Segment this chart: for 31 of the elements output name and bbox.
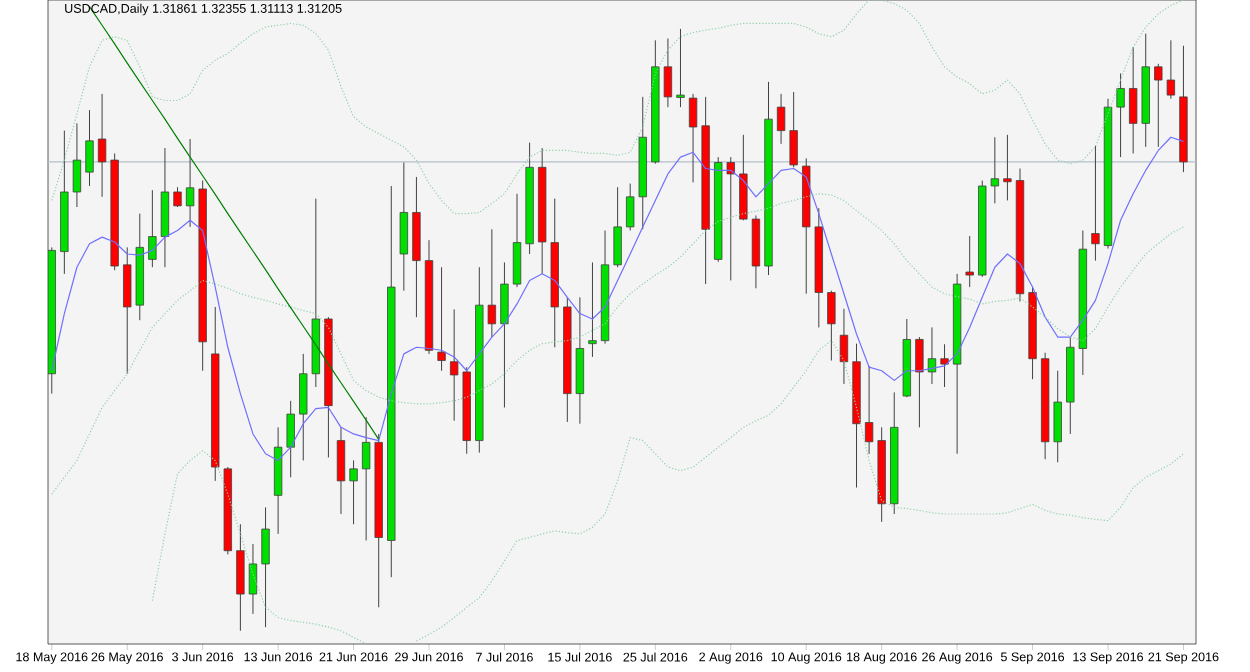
candlestick — [776, 93, 786, 145]
candlestick — [85, 109, 94, 187]
candlestick — [173, 186, 182, 208]
candlestick — [1116, 72, 1125, 158]
candlestick — [261, 506, 270, 628]
candlestick — [148, 189, 157, 268]
candlestick — [613, 186, 622, 268]
candlestick — [399, 162, 409, 292]
candlestick — [437, 266, 446, 372]
candlestick — [789, 91, 798, 168]
candlestick — [1003, 134, 1012, 201]
candlestick — [688, 93, 698, 183]
candlestick — [336, 426, 346, 515]
candlestick — [739, 134, 748, 221]
candlestick — [940, 343, 949, 388]
candlestick — [827, 290, 836, 362]
candlestick — [500, 261, 509, 408]
candlestick — [160, 147, 170, 268]
candlestick — [927, 326, 937, 385]
candlestick — [676, 28, 685, 108]
candlestick — [839, 308, 849, 385]
candlestick — [349, 459, 358, 525]
candlestick — [751, 214, 761, 289]
candlestick — [236, 523, 245, 632]
candlestick — [512, 193, 522, 288]
candlestick — [965, 235, 974, 288]
candlestick — [915, 336, 924, 428]
candlestick — [1091, 145, 1100, 262]
candlestick — [248, 543, 258, 615]
candlestick — [97, 93, 107, 198]
candlestick — [588, 261, 597, 358]
